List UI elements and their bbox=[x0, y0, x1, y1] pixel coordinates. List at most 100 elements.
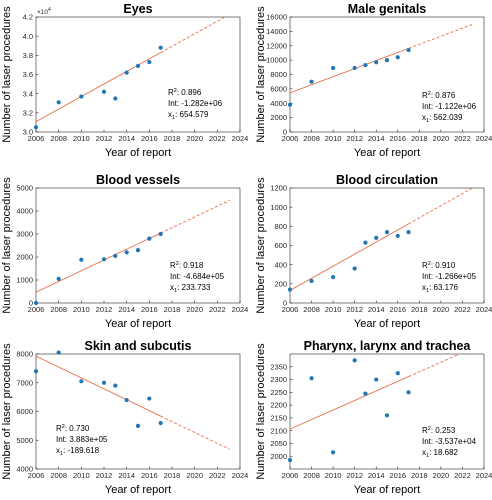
y-tick-label: 2050 bbox=[270, 439, 287, 448]
y-tick-label: 16000 bbox=[266, 13, 287, 22]
intercept-text: Int: 3.883e+05 bbox=[56, 435, 108, 444]
x-tick-label: 2006 bbox=[28, 471, 45, 480]
slope-part: 1 bbox=[172, 115, 175, 121]
x-axis-label: Year of report bbox=[354, 147, 420, 159]
y-multiplier-base: ×10 bbox=[37, 9, 48, 16]
data-point bbox=[135, 248, 141, 253]
r-squared-part: R bbox=[422, 261, 428, 270]
x-tick-label: 2016 bbox=[389, 134, 406, 143]
y-tick-label: 5000 bbox=[16, 184, 33, 193]
x-tick-label: 2024 bbox=[476, 134, 492, 143]
data-point bbox=[124, 250, 129, 255]
data-point bbox=[113, 96, 118, 101]
data-point bbox=[158, 231, 163, 237]
data-point bbox=[309, 376, 314, 381]
y-tick-label: 3.0 bbox=[23, 128, 33, 137]
slope-part: x bbox=[422, 283, 426, 292]
slope-part: 1 bbox=[174, 288, 177, 294]
y-tick-label: 8000 bbox=[16, 350, 33, 359]
data-point bbox=[101, 257, 107, 262]
x-tick-label: 2024 bbox=[232, 134, 249, 143]
fit-line-projection bbox=[160, 17, 226, 53]
slope-part: 1 bbox=[60, 451, 63, 457]
data-point bbox=[124, 397, 129, 403]
slope-part: : 233.733 bbox=[177, 283, 211, 292]
x-tick-label: 2022 bbox=[209, 471, 226, 480]
y-tick-label: 1200 bbox=[270, 184, 287, 193]
x-tick-label: 2024 bbox=[232, 305, 249, 314]
y-axis-label: Number of laser procedures bbox=[255, 6, 267, 143]
x-tick-label: 2022 bbox=[454, 134, 471, 143]
subplot-title: Skin and subcutis bbox=[85, 339, 192, 353]
slope-part: x bbox=[168, 110, 172, 119]
y-tick-label: 0 bbox=[29, 299, 33, 308]
data-point bbox=[147, 396, 152, 401]
r-squared-part: : 0.910 bbox=[431, 261, 456, 270]
slope-part: : 562.039 bbox=[429, 113, 463, 122]
r-squared-part: 2 bbox=[428, 261, 431, 267]
r-squared-part: R bbox=[168, 88, 174, 97]
data-point bbox=[331, 275, 336, 280]
x-tick-label: 2014 bbox=[118, 305, 135, 314]
data-point bbox=[33, 300, 39, 306]
r-squared-part: : 0.253 bbox=[431, 426, 456, 435]
slope-text: x1: -189.618 bbox=[56, 446, 100, 457]
x-tick-label: 2024 bbox=[476, 471, 492, 480]
x-tick-label: 2010 bbox=[73, 305, 90, 314]
data-point bbox=[309, 79, 314, 84]
y-tick-label: 800 bbox=[274, 222, 287, 231]
data-point bbox=[374, 377, 379, 382]
intercept-text: Int: -1.122e+06 bbox=[422, 102, 477, 111]
y-tick-label: 3.4 bbox=[23, 89, 33, 98]
y-tick-label: 2100 bbox=[270, 426, 287, 435]
y-tick-label: 1000 bbox=[16, 276, 33, 285]
data-point bbox=[56, 100, 61, 105]
x-tick-label: 2010 bbox=[73, 471, 90, 480]
x-tick-label: 2006 bbox=[282, 134, 299, 143]
x-tick-label: 2008 bbox=[303, 471, 320, 480]
slope-part: x bbox=[56, 446, 60, 455]
y-multiplier: ×104 bbox=[37, 7, 51, 16]
r-squared-text: R2: 0.896 bbox=[168, 88, 202, 97]
x-tick-label: 2008 bbox=[50, 134, 67, 143]
x-tick-label: 2010 bbox=[73, 134, 90, 143]
data-point bbox=[101, 380, 107, 385]
y-tick-label: 200 bbox=[274, 279, 287, 288]
fit-line-projection bbox=[160, 199, 230, 234]
x-tick-label: 2024 bbox=[476, 305, 492, 314]
x-tick-label: 2014 bbox=[118, 471, 135, 480]
x-tick-label: 2014 bbox=[368, 134, 385, 143]
y-tick-label: 4000 bbox=[16, 207, 33, 216]
y-axis-label: Number of laser procedures bbox=[1, 343, 13, 480]
x-tick-label: 2016 bbox=[141, 471, 158, 480]
x-axis-label: Year of report bbox=[105, 147, 171, 159]
data-point bbox=[363, 63, 368, 68]
r-squared-part: : 0.918 bbox=[179, 261, 204, 270]
slope-part: x bbox=[422, 113, 426, 122]
y-tick-label: 8000 bbox=[270, 70, 287, 79]
data-point bbox=[395, 233, 400, 239]
intercept-text: Int: -1.266e+05 bbox=[422, 272, 477, 281]
x-axis-label: Year of report bbox=[354, 484, 420, 496]
slope-part: 1 bbox=[426, 288, 429, 294]
fit-line-projection bbox=[408, 23, 475, 49]
data-point bbox=[79, 94, 84, 99]
fit-line-solid bbox=[36, 355, 161, 417]
slope-part: x bbox=[170, 283, 174, 292]
x-tick-label: 2014 bbox=[368, 305, 385, 314]
y-tick-label: 3000 bbox=[16, 230, 33, 239]
data-point bbox=[287, 457, 293, 463]
y-tick-label: 14000 bbox=[266, 27, 287, 36]
y-tick-label: 400 bbox=[274, 260, 287, 269]
data-point bbox=[56, 276, 61, 281]
data-point bbox=[135, 423, 141, 428]
data-point bbox=[101, 89, 107, 94]
subplot-1: Eyes 2006 2008 2010 2012 2014 2016 2018 2020 2022… bbox=[1, 2, 248, 159]
slope-part: x bbox=[422, 448, 426, 457]
data-point bbox=[352, 358, 357, 363]
intercept-text: Int: -3.537e+04 bbox=[422, 437, 477, 446]
intercept-text: Int: -1.282e+06 bbox=[168, 99, 223, 108]
slope-part: 1 bbox=[426, 453, 429, 459]
r-squared-part: 2 bbox=[62, 424, 65, 430]
